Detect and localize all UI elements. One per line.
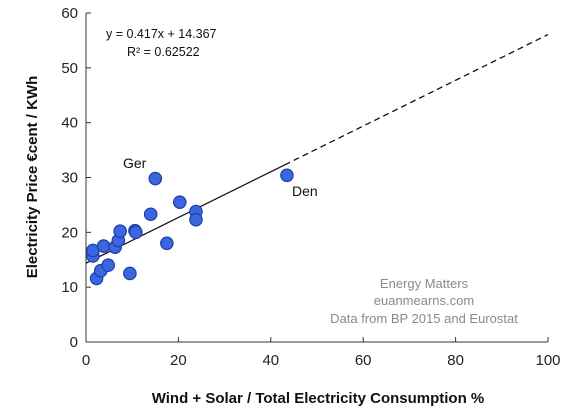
y-tick-label: 40 [61,115,78,132]
x-tick-label: 0 [82,352,90,369]
x-tick-label: 20 [170,352,187,369]
x-tick-label: 60 [355,352,372,369]
r-squared-label: R² = 0.62522 [127,45,200,59]
y-tick-label: 60 [61,5,78,22]
y-tick-label: 50 [61,60,78,77]
data-point [189,212,203,227]
data-point [172,195,187,209]
plot-area: 0 10 20 30 40 50 60 0 20 40 60 80 100 [61,5,560,369]
data-point [129,225,143,240]
x-tick-label: 40 [262,352,279,369]
credit-line-1: Energy Matters [380,276,469,291]
y-tick-label: 30 [61,170,78,187]
data-point [96,239,111,253]
y-tick-label: 10 [61,279,78,296]
data-point [160,236,174,251]
data-point [148,171,163,186]
x-tick-label: 80 [447,352,464,369]
data-point [101,258,115,273]
x-tick-label: 100 [535,352,560,369]
y-axis-label: Electricity Price €cent / KWh [24,76,41,279]
trendline-dashed [284,33,549,166]
credit-line-2: euanmearns.com [374,293,474,308]
data-point [123,266,137,281]
annotation-ger: Ger [123,155,147,171]
data-point [113,224,127,239]
trendline-equation: y = 0.417x + 14.367 [106,27,217,41]
data-point [280,168,294,183]
x-axis-label: Wind + Solar / Total Electricity Consump… [152,390,485,407]
credit-line-3: Data from BP 2015 and Eurostat [330,311,518,326]
y-tick-label: 0 [70,334,78,351]
data-point [143,207,158,222]
y-tick-label: 20 [61,224,78,241]
annotation-den: Den [292,183,318,199]
